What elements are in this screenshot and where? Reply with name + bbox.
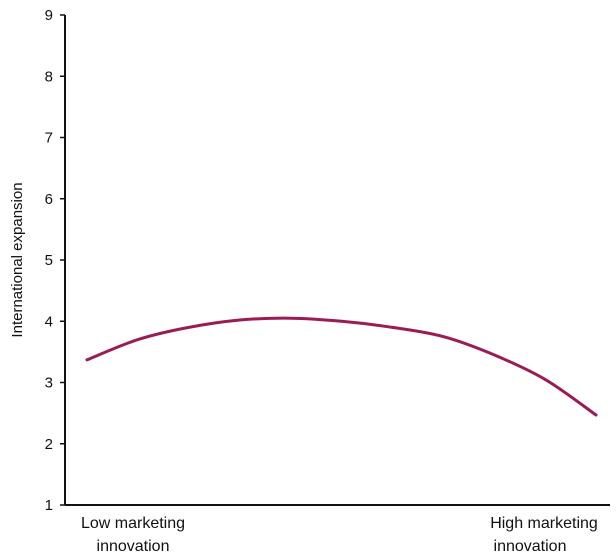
- y-tick-label: 5: [45, 252, 53, 269]
- y-tick-label: 9: [45, 7, 53, 24]
- y-tick-label: 1: [45, 497, 53, 514]
- x-label-high-line2: innovation: [494, 538, 567, 555]
- x-label-low-line1: Low marketing: [81, 515, 185, 532]
- y-axis-title: International expansion: [9, 182, 26, 337]
- y-tick-label: 7: [45, 130, 53, 147]
- y-axis-ticks: 1 2 3 4 5 6 7 8 9: [45, 7, 65, 514]
- y-tick-label: 6: [45, 191, 53, 208]
- x-label-high-line1: High marketing: [490, 515, 598, 532]
- y-tick-label: 8: [45, 68, 53, 85]
- x-label-low-line2: innovation: [97, 538, 170, 555]
- y-tick-label: 2: [45, 436, 53, 453]
- series-line: [85, 316, 598, 417]
- y-tick-label: 4: [45, 313, 53, 330]
- y-tick-label: 3: [45, 375, 53, 392]
